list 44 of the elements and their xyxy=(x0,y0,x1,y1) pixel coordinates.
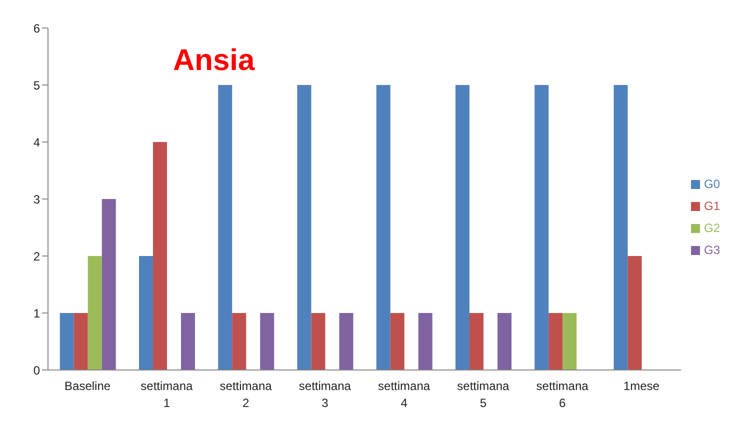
bar xyxy=(469,313,484,370)
bar xyxy=(88,256,102,370)
bar xyxy=(138,256,153,370)
text: Ansia xyxy=(173,44,255,78)
x-tick-label: Baseline xyxy=(64,379,111,393)
x-tick-label: settimana 6 xyxy=(536,379,589,410)
bar xyxy=(534,85,549,370)
bar xyxy=(218,85,232,370)
y-tick-label: 0 xyxy=(33,363,40,378)
bar xyxy=(74,313,88,370)
bar xyxy=(562,313,577,370)
y-tick-label: 4 xyxy=(33,135,40,150)
y-tick-label: 5 xyxy=(33,78,40,92)
y-tick-label: 3 xyxy=(33,192,40,206)
x-tick-label: settimana 5 xyxy=(457,379,510,410)
x-tick-label: settimana 2 xyxy=(220,379,272,410)
bar xyxy=(311,313,326,370)
bar xyxy=(418,313,432,370)
x-tick-label: settimana 4 xyxy=(378,379,430,410)
bar xyxy=(180,313,195,370)
bar xyxy=(548,313,563,370)
x-tick-label: settimana 3 xyxy=(298,379,352,410)
y-tick-label: 1 xyxy=(33,306,40,320)
bar xyxy=(497,313,512,370)
bar xyxy=(376,85,390,370)
bar xyxy=(297,85,312,370)
bar xyxy=(260,313,274,370)
x-tick-label: settimana 1 xyxy=(140,379,194,410)
y-tick-label: 6 xyxy=(33,21,40,36)
bar xyxy=(60,313,74,370)
bar xyxy=(455,85,470,370)
legend-label: G1 xyxy=(704,198,720,212)
bar xyxy=(102,199,116,370)
legend-label: G2 xyxy=(704,220,720,234)
bar xyxy=(152,142,167,370)
x-tick-label: 1mese xyxy=(623,379,660,393)
y-tick-label: 2 xyxy=(33,249,40,264)
bar xyxy=(339,313,354,370)
bar xyxy=(390,313,404,370)
bar xyxy=(232,313,246,370)
legend-label: G3 xyxy=(704,242,720,256)
legend-label: G0 xyxy=(704,176,720,190)
bar xyxy=(614,85,628,370)
bar xyxy=(628,256,642,370)
